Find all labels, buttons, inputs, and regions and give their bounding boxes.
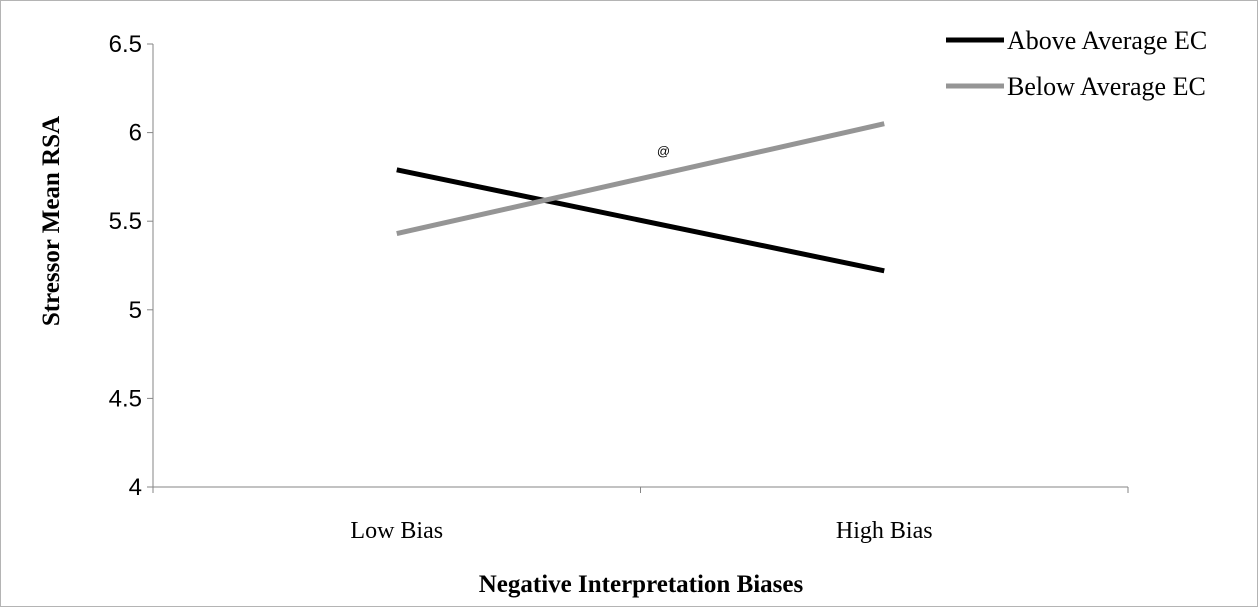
y-tick-label: 5 — [129, 297, 142, 324]
legend: Above Average EC Below Average EC — [946, 26, 1207, 101]
y-tick-label: 4 — [129, 474, 142, 501]
legend-label: Above Average EC — [1007, 26, 1207, 55]
annotation-marker: @ — [657, 143, 670, 158]
y-tick-label: 6 — [129, 120, 142, 147]
legend-label: Below Average EC — [1007, 72, 1206, 101]
series-layer — [396, 121, 885, 274]
y-axis: 4 4.5 5 5.5 6 6.5 — [109, 31, 154, 501]
x-tick-label: Low Bias — [350, 518, 443, 544]
x-axis: Low Bias High Bias — [152, 486, 1129, 544]
annotation-layer: @ — [657, 143, 670, 158]
series-line-above-average-ec — [396, 167, 885, 274]
y-tick-label: 4.5 — [109, 385, 142, 412]
series-line-below-average-ec — [396, 121, 885, 237]
y-axis-title: Stressor Mean RSA — [38, 116, 65, 326]
x-tick-label: High Bias — [836, 518, 933, 544]
y-tick-label: 5.5 — [109, 208, 142, 235]
y-tick-label: 6.5 — [109, 31, 142, 58]
x-axis-title: Negative Interpretation Biases — [479, 571, 804, 598]
